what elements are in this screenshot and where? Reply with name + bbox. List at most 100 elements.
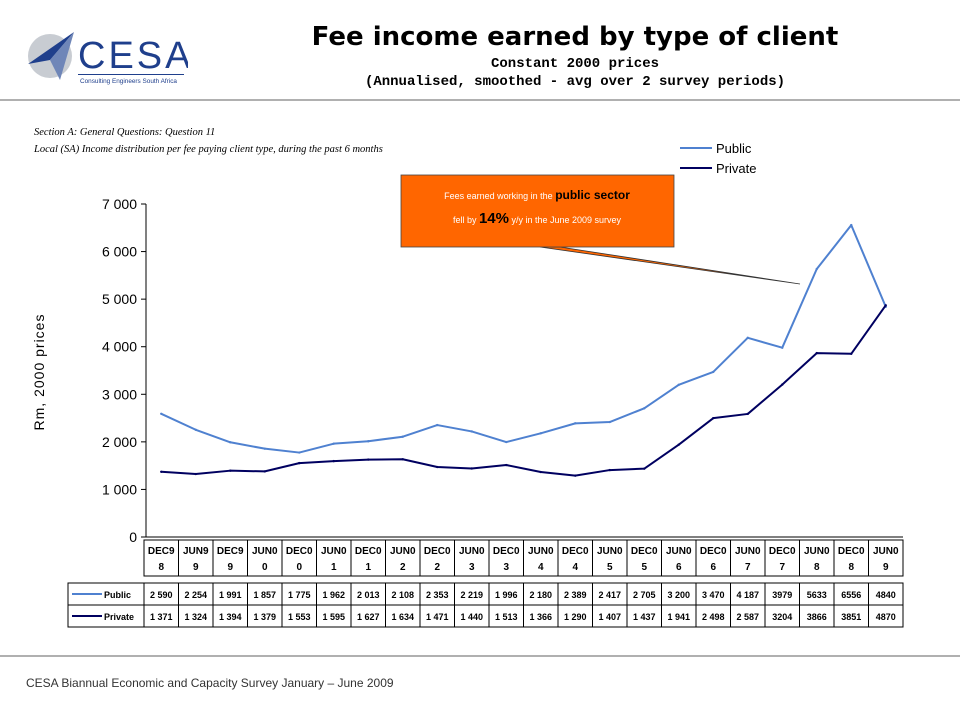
table-cell: 1 595	[322, 612, 345, 622]
x-tick-label: DEC9	[217, 546, 244, 557]
x-tick-label-2: 2	[434, 562, 440, 573]
row-label: Private	[104, 612, 134, 622]
x-tick-label-2: 5	[641, 562, 647, 573]
x-tick-label: JUN9	[183, 546, 209, 557]
data-point-private	[643, 467, 646, 470]
table-cell: 1 290	[564, 612, 587, 622]
data-point-public	[229, 441, 232, 444]
footer-divider	[0, 655, 960, 657]
callout-line-1: Fees earned working in the public sector	[444, 188, 630, 202]
x-tick-label-2: 8	[814, 562, 820, 573]
data-point-public	[608, 420, 611, 424]
data-point-private	[850, 352, 853, 356]
data-point-public	[367, 440, 370, 443]
table-cell: 2 180	[529, 590, 552, 600]
y-axis-label: Rm, 2000 prices	[31, 314, 47, 431]
x-tick-label-2: 8	[848, 562, 854, 573]
table-cell: 2 108	[391, 590, 414, 600]
section-description: Local (SA) Income distribution per fee p…	[34, 144, 383, 155]
row-label: Public	[104, 590, 131, 600]
data-point-public	[470, 430, 473, 433]
table-cell: 2 498	[702, 612, 725, 622]
x-tick-label-2: 7	[779, 562, 785, 573]
table-cell: 2 013	[357, 590, 380, 600]
table-cell: 3866	[807, 612, 827, 622]
data-point-private	[367, 458, 370, 461]
data-point-private	[746, 412, 749, 416]
table-cell: 1 627	[357, 612, 380, 622]
x-tick-label-2: 4	[538, 562, 544, 573]
data-point-private	[263, 470, 266, 473]
data-point-private	[712, 416, 715, 420]
x-tick-label-2: 3	[503, 562, 509, 573]
data-point-private	[539, 470, 542, 474]
table-cell: 3 200	[667, 590, 690, 600]
table-cell: 3204	[772, 612, 792, 622]
table-cell: 2 353	[426, 590, 449, 600]
table-cell: 1 991	[219, 590, 242, 600]
data-point-private	[505, 463, 508, 467]
x-tick-label: DEC0	[286, 546, 313, 557]
x-tick-label-2: 0	[296, 562, 302, 573]
data-point-private	[677, 443, 680, 446]
table-cell: 1 394	[219, 612, 242, 622]
table-cell: 1 553	[288, 612, 311, 622]
y-tick-label: 1 000	[102, 481, 137, 497]
data-point-public	[194, 428, 197, 431]
y-tick-label: 7 000	[102, 196, 137, 212]
data-point-private	[401, 458, 404, 461]
table-cell: 1 941	[667, 612, 690, 622]
callout-pointer	[539, 246, 801, 285]
table-cell: 3851	[841, 612, 861, 622]
series-line-private	[161, 304, 887, 477]
x-tick-label-2: 5	[607, 562, 613, 573]
data-point-public	[298, 451, 301, 454]
x-tick-label: JUN0	[459, 546, 485, 557]
data-point-public	[677, 383, 680, 386]
data-point-private	[884, 304, 887, 307]
page-subtitle: Constant 2000 prices	[490, 56, 660, 72]
table-cell: 1 437	[633, 612, 656, 622]
table-cell: 2 705	[633, 590, 656, 600]
x-tick-label-2: 4	[572, 562, 578, 573]
x-tick-label: JUN0	[528, 546, 554, 557]
data-point-public	[850, 223, 853, 227]
table-cell: 2 587	[736, 612, 759, 622]
x-tick-label: JUN0	[666, 546, 692, 557]
logo-wordmark: CESA	[78, 35, 188, 77]
page-title: Fee income earned by type of client	[311, 22, 839, 52]
x-tick-label: DEC0	[355, 546, 382, 557]
x-tick-label: DEC0	[769, 546, 796, 557]
data-point-public	[712, 370, 715, 374]
table-row	[67, 604, 904, 628]
table-cell: 4 187	[736, 590, 759, 600]
chart-legend: Public Private	[680, 141, 756, 176]
data-point-public	[263, 447, 266, 450]
table-cell: 1 371	[150, 612, 173, 622]
data-point-public	[643, 407, 646, 410]
x-tick-label-2: 6	[710, 562, 716, 573]
table-cell: 2 417	[598, 590, 621, 600]
data-point-public	[401, 435, 404, 438]
table-cell: 1 366	[529, 612, 552, 622]
x-tick-label-2: 0	[262, 562, 268, 573]
line-chart: 0 1 000 2 000 3 000 4 000 5 000 6 000 7 000 DEC…	[31, 141, 904, 628]
table-cell: 1 379	[253, 612, 276, 622]
table-cell: 1 440	[460, 612, 483, 622]
table-cell: 1 962	[322, 590, 345, 600]
data-point-public	[160, 412, 163, 415]
table-cell: 2 219	[460, 590, 483, 600]
data-point-private	[815, 351, 818, 355]
y-tick-label: 2 000	[102, 434, 137, 450]
table-cell: 1 996	[495, 590, 518, 600]
y-tick-label: 6 000	[102, 244, 137, 260]
x-tick-label: DEC0	[493, 546, 520, 557]
x-tick-label: JUN0	[873, 546, 899, 557]
table-cell: 1 407	[598, 612, 621, 622]
x-tick-label: JUN0	[804, 546, 830, 557]
x-tick-label: DEC0	[700, 546, 727, 557]
data-point-public	[574, 422, 577, 425]
x-tick-label: DEC0	[631, 546, 658, 557]
x-tick-label-2: 2	[400, 562, 406, 573]
data-point-private	[781, 383, 784, 386]
